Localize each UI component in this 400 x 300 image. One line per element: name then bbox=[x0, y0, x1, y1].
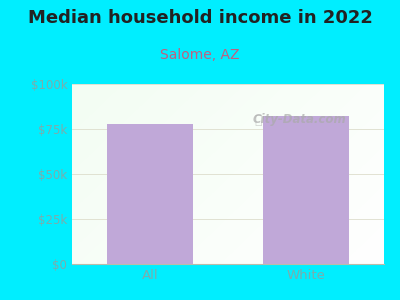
Text: Median household income in 2022: Median household income in 2022 bbox=[28, 9, 372, 27]
Text: 🔍: 🔍 bbox=[254, 113, 261, 127]
Bar bbox=[107, 124, 193, 264]
Bar bbox=[263, 116, 349, 264]
Text: Salome, AZ: Salome, AZ bbox=[160, 48, 240, 62]
Text: City-Data.com: City-Data.com bbox=[253, 113, 347, 127]
